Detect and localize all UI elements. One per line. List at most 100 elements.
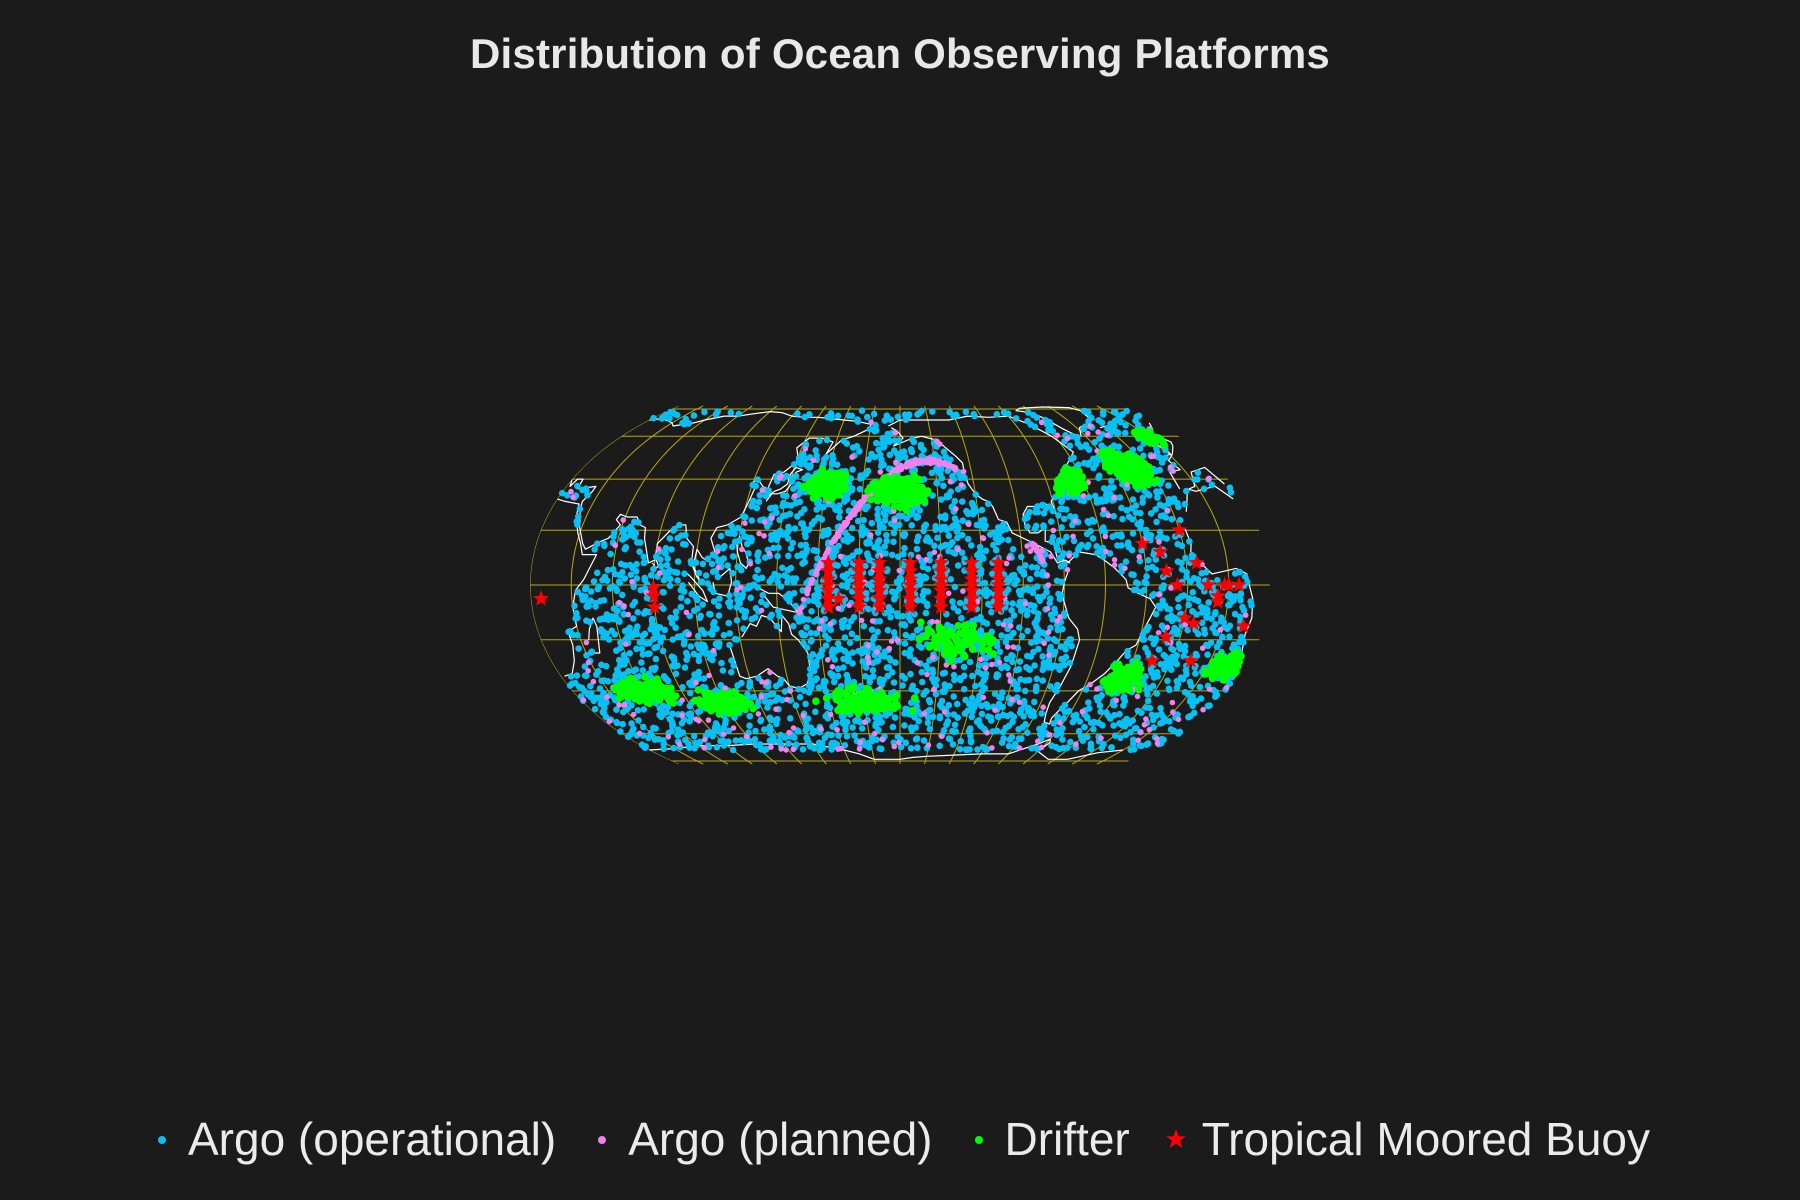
argo-operational-dot	[729, 569, 736, 577]
argo-operational-dot	[1160, 502, 1167, 510]
drifter-dot	[876, 479, 885, 488]
argo-operational-dot	[573, 609, 580, 617]
argo-planned-dot	[996, 659, 1003, 666]
argo-operational-dot	[1008, 607, 1015, 614]
argo-operational-dot	[781, 688, 789, 695]
argo-operational-dot	[993, 673, 1000, 681]
argo-operational-dot	[617, 728, 624, 735]
argo-operational-dot	[947, 456, 954, 464]
argo-operational-dot	[593, 569, 601, 577]
argo-planned-dot	[758, 694, 765, 700]
argo-operational-dot	[1110, 722, 1117, 729]
argo-operational-dot	[1135, 421, 1142, 429]
argo-operational-dot	[1099, 408, 1107, 416]
argo-operational-dot	[803, 624, 810, 631]
argo-planned-dot	[710, 647, 717, 654]
argo-operational-dot	[1183, 573, 1190, 581]
argo-operational-dot	[937, 496, 945, 503]
argo-operational-dot	[1166, 496, 1174, 504]
argo-operational-dot	[923, 687, 930, 695]
argo-operational-dot	[823, 436, 831, 444]
argo-operational-dot	[831, 656, 838, 663]
argo-operational-dot	[1156, 466, 1163, 474]
argo-operational-dot	[953, 518, 960, 526]
argo-operational-dot	[939, 688, 946, 695]
argo-operational-dot	[1175, 730, 1182, 737]
argo-operational-dot	[840, 537, 847, 544]
argo-operational-dot	[1048, 518, 1055, 525]
argo-operational-dot	[696, 707, 704, 715]
argo-operational-dot	[1050, 720, 1058, 727]
argo-planned-dot	[835, 605, 842, 612]
argo-operational-dot	[929, 408, 936, 415]
argo-operational-dot	[901, 544, 908, 552]
argo-planned-dot	[1164, 624, 1171, 631]
argo-operational-dot	[1175, 603, 1182, 611]
argo-operational-dot	[1131, 725, 1139, 732]
argo-planned-dot	[865, 642, 871, 649]
argo-operational-dot	[1212, 609, 1219, 616]
argo-operational-dot	[1139, 499, 1146, 506]
argo-operational-dot	[1129, 516, 1136, 523]
argo-operational-dot	[1063, 533, 1070, 541]
argo-operational-dot	[969, 672, 976, 680]
argo-operational-dot	[874, 538, 882, 546]
argo-operational-dot	[1236, 613, 1244, 621]
argo-operational-dot	[640, 723, 647, 731]
argo-operational-dot	[1181, 500, 1189, 508]
argo-operational-dot	[729, 543, 736, 551]
argo-operational-dot	[1069, 718, 1077, 726]
argo-planned-dot	[862, 719, 868, 726]
argo-operational-dot	[945, 701, 953, 709]
argo-operational-dot	[990, 541, 997, 549]
drifter-dot	[641, 673, 649, 681]
argo-operational-dot	[1116, 710, 1123, 718]
argo-operational-dot	[1121, 429, 1129, 437]
argo-planned-dot	[1040, 704, 1046, 710]
argo-operational-dot	[690, 732, 698, 740]
argo-operational-dot	[695, 652, 702, 660]
argo-operational-dot	[1106, 484, 1114, 492]
argo-operational-dot	[575, 513, 582, 520]
argo-operational-dot	[695, 657, 703, 665]
argo-operational-dot	[710, 598, 718, 605]
argo-planned-dot	[606, 718, 613, 725]
argo-planned-dot	[696, 718, 702, 724]
argo-operational-dot	[868, 519, 876, 527]
argo-planned-dot	[865, 654, 871, 661]
argo-planned-dot	[951, 663, 957, 670]
argo-operational-dot	[869, 636, 877, 643]
argo-operational-dot	[573, 672, 581, 679]
argo-operational-dot	[829, 458, 836, 466]
argo-planned-dot	[778, 472, 784, 479]
argo-operational-dot	[876, 713, 884, 720]
argo-operational-dot	[558, 489, 566, 497]
argo-operational-dot	[662, 550, 669, 557]
argo-operational-dot	[848, 535, 855, 543]
argo-planned-dot	[893, 459, 899, 466]
argo-operational-dot	[1152, 610, 1160, 618]
argo-operational-dot	[677, 594, 685, 601]
argo-operational-dot	[634, 707, 642, 714]
argo-operational-dot	[950, 693, 957, 700]
argo-operational-dot	[1194, 469, 1202, 477]
argo-operational-dot	[1020, 697, 1028, 705]
argo-operational-dot	[1031, 602, 1038, 610]
argo-operational-dot	[844, 657, 852, 665]
argo-planned-dot	[1057, 720, 1063, 726]
argo-operational-dot	[851, 732, 858, 739]
argo-operational-dot	[970, 704, 978, 711]
argo-operational-dot	[834, 640, 842, 647]
drifter-dot	[653, 683, 662, 692]
drifter-dot	[812, 697, 820, 705]
argo-operational-dot	[1188, 682, 1195, 689]
argo-operational-dot	[1166, 686, 1173, 694]
argo-operational-dot	[1099, 553, 1107, 560]
argo-planned-dot	[895, 466, 902, 472]
argo-operational-dot	[812, 630, 820, 637]
argo-operational-dot	[1208, 615, 1215, 622]
argo-operational-dot	[1054, 713, 1061, 720]
argo-operational-dot	[567, 673, 575, 680]
argo-operational-dot	[707, 585, 714, 592]
